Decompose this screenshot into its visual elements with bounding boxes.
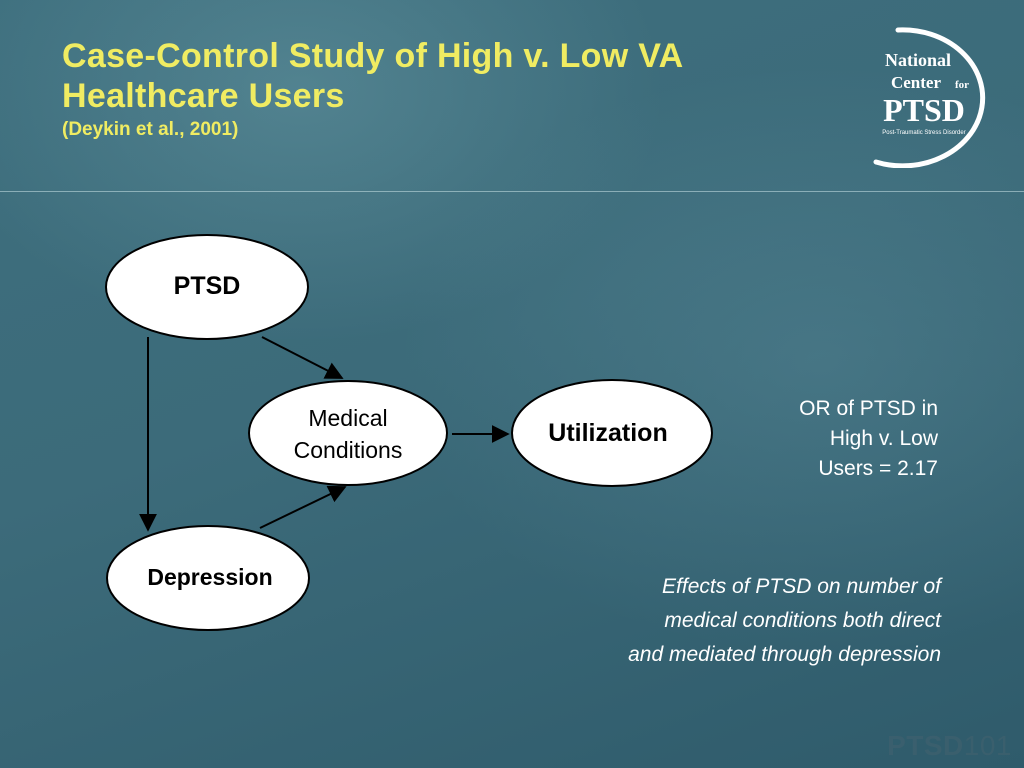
logo-line2: Center	[891, 73, 941, 92]
node-utilization: Utilization	[511, 379, 713, 487]
slide-subtitle: (Deykin et al., 2001)	[62, 119, 239, 140]
odds-ratio-line3: Users = 2.17	[818, 457, 938, 480]
odds-ratio-line1: OR of PTSD in	[799, 397, 938, 420]
title-block: Case-Control Study of High v. Low VA Hea…	[62, 36, 852, 142]
logo-tagline: Post-Traumatic Stress Disorder	[882, 130, 965, 136]
arrow-depression-to-medical	[259, 485, 347, 529]
node-medical-label-line2: Conditions	[294, 437, 403, 463]
logo-line1: National	[885, 50, 951, 70]
footer-brand-name: PTSD	[887, 730, 964, 761]
node-depression-label: Depression	[147, 564, 272, 590]
effects-line3: and mediated through depression	[628, 643, 941, 666]
odds-ratio-note: OR of PTSD in High v. Low Users = 2.17	[700, 394, 938, 484]
arrow-ptsd-to-medical	[261, 336, 344, 379]
footer-brand-number: 101	[963, 730, 1012, 761]
slide-title: Case-Control Study of High v. Low VA Hea…	[62, 37, 683, 115]
ncptsd-logo: National Center for PTSD Post-Traumatic …	[873, 27, 986, 168]
node-medical-conditions: Medical Conditions	[248, 380, 448, 486]
effects-note: Effects of PTSD on number of medical con…	[500, 570, 941, 672]
effects-line2: medical conditions both direct	[664, 609, 941, 632]
odds-ratio-line2: High v. Low	[829, 427, 938, 450]
node-medical-label-line1: Medical	[308, 405, 387, 431]
logo-acronym: PTSD	[883, 92, 965, 128]
node-utilization-label: Utilization	[548, 419, 667, 447]
node-depression: Depression	[106, 525, 310, 631]
header-divider	[0, 191, 1024, 192]
node-ptsd: PTSD	[105, 234, 309, 340]
footer-branding: PTSD101	[887, 730, 1012, 762]
effects-line1: Effects of PTSD on number of	[662, 575, 941, 598]
logo-line2-small: for	[955, 79, 969, 91]
node-ptsd-label: PTSD	[174, 272, 241, 300]
